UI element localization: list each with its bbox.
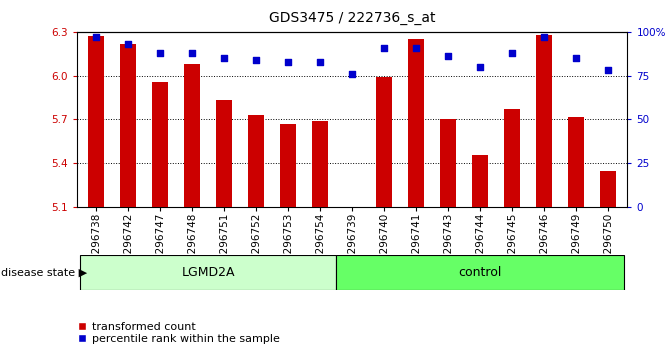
Point [603, 68, 613, 73]
Text: disease state ▶: disease state ▶ [1, 268, 87, 278]
Point [411, 45, 421, 51]
Bar [376, 77, 393, 207]
Bar [472, 154, 488, 207]
Bar [185, 64, 201, 207]
Legend: transformed count, percentile rank within the sample: transformed count, percentile rank withi… [72, 317, 284, 348]
Point [219, 55, 229, 61]
Point [251, 57, 262, 63]
Text: control: control [458, 266, 502, 279]
Bar [152, 81, 168, 207]
Point [475, 64, 486, 70]
Bar [216, 101, 232, 207]
Bar [600, 171, 616, 207]
Point [539, 34, 550, 40]
Bar [568, 116, 584, 207]
Bar [536, 35, 552, 207]
Bar [89, 36, 105, 207]
Bar [81, 255, 336, 290]
Bar [504, 109, 520, 207]
Point [283, 59, 294, 64]
Point [123, 41, 134, 47]
Bar [336, 255, 624, 290]
Point [91, 34, 102, 40]
Bar [440, 119, 456, 207]
Text: LGMD2A: LGMD2A [182, 266, 235, 279]
Point [315, 59, 325, 64]
Text: GDS3475 / 222736_s_at: GDS3475 / 222736_s_at [269, 11, 435, 25]
Point [187, 50, 198, 56]
Point [507, 50, 517, 56]
Bar [280, 124, 297, 207]
Bar [120, 44, 136, 207]
Point [155, 50, 166, 56]
Bar [248, 115, 264, 207]
Bar [408, 39, 424, 207]
Point [443, 53, 454, 59]
Bar [312, 121, 328, 207]
Point [571, 55, 582, 61]
Point [379, 45, 390, 51]
Point [347, 71, 358, 77]
